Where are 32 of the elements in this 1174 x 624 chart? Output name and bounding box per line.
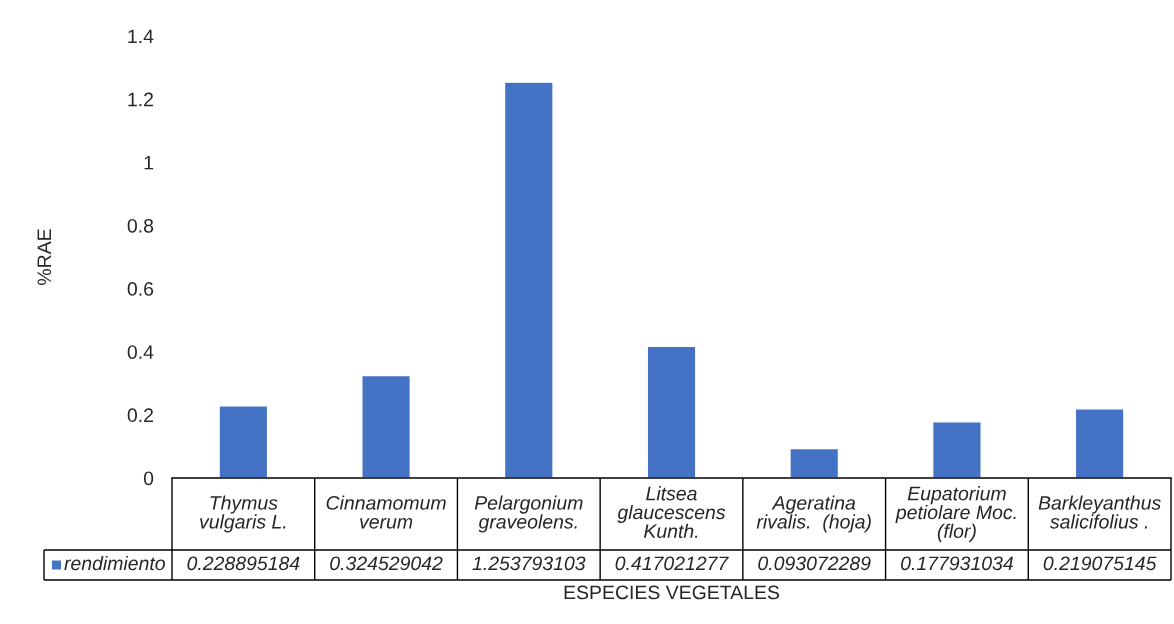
data-label: 0.093072289	[758, 556, 871, 571]
bar	[646, 345, 697, 478]
x-tick-label: Cinnamomum verum	[326, 495, 446, 529]
data-label: 1.253793103	[472, 556, 586, 571]
bar	[503, 81, 554, 478]
x-axis-title: ESPECIES VEGETALES	[564, 585, 780, 600]
data-label: 0.417021277	[615, 556, 729, 571]
x-tick-label: Barkleyanthus salicifolius .	[1038, 495, 1161, 529]
data-label: 0.219075145	[1043, 556, 1157, 571]
y-tick-label: 0.4	[127, 345, 154, 359]
data-label: 0.177931034	[901, 556, 1013, 571]
y-tick-label: 1.4	[128, 29, 154, 44]
legend-label: rendimiento	[64, 555, 165, 571]
y-tick-label: 0	[143, 471, 154, 486]
data-label: 0.324529042	[330, 556, 443, 571]
x-tick-label: Litsea glaucescens Kunth.	[617, 486, 726, 539]
bar	[931, 421, 982, 478]
data-label: 0.228895184	[187, 556, 300, 571]
x-tick-label: Ageratina rivalis. (hoja)	[756, 495, 871, 533]
bar	[218, 405, 269, 478]
bar	[361, 374, 412, 478]
x-tick-label: Eupatorium petiolare Moc. (flor)	[895, 486, 1016, 542]
x-tick-label: Pelargonium graveolens.	[474, 495, 583, 533]
y-tick-label: 1.2	[128, 92, 153, 107]
y-tick-label: 0.8	[127, 218, 154, 233]
x-tick-label: Thymus vulgaris L.	[200, 495, 286, 533]
y-tick-label: 0.2	[127, 408, 153, 423]
y-axis-title: %RAE	[37, 229, 52, 285]
bar	[1074, 408, 1125, 478]
y-tick-label: 1	[144, 155, 153, 170]
y-tick-label: 0.6	[127, 282, 154, 296]
bar	[789, 447, 840, 478]
